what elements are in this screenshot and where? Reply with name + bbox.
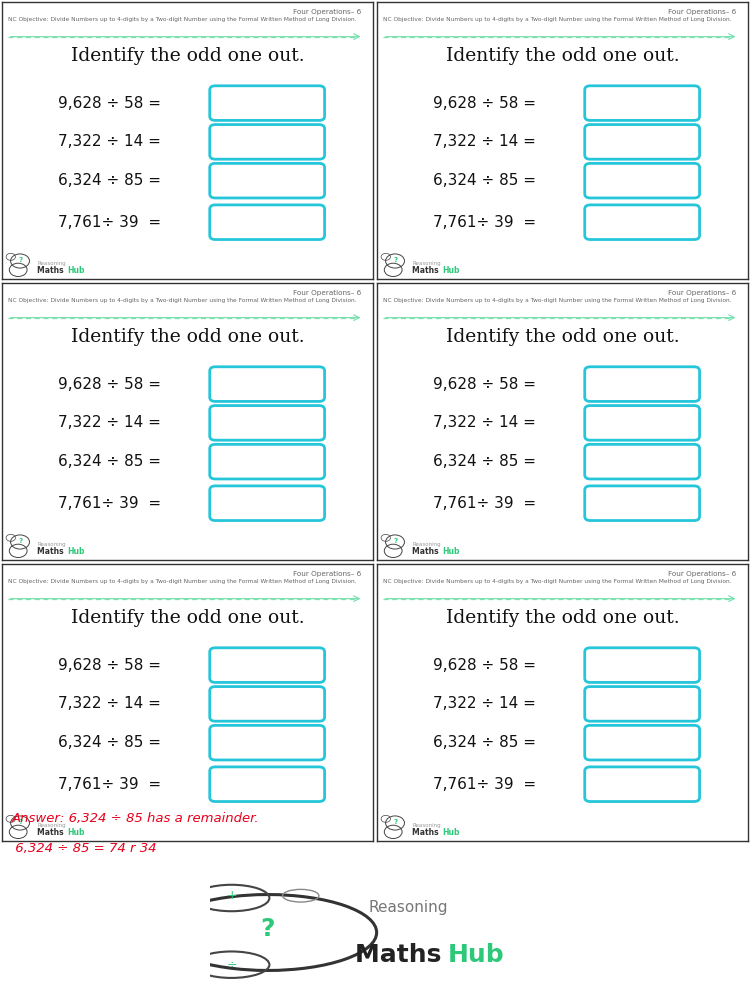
- Text: 9,628 ÷ 58 =: 9,628 ÷ 58 =: [433, 377, 536, 392]
- Text: 9,628 ÷ 58 =: 9,628 ÷ 58 =: [58, 96, 160, 111]
- Text: Identify the odd one out.: Identify the odd one out.: [70, 47, 304, 65]
- Text: ?: ?: [19, 819, 22, 825]
- Text: Maths: Maths: [356, 944, 450, 968]
- Text: 6,324 ÷ 85 =: 6,324 ÷ 85 =: [58, 735, 160, 750]
- Text: Maths: Maths: [38, 828, 67, 837]
- Text: Identify the odd one out.: Identify the odd one out.: [446, 609, 680, 627]
- Text: 7,761÷ 39  =: 7,761÷ 39 =: [58, 215, 161, 230]
- FancyBboxPatch shape: [585, 125, 700, 159]
- Text: ?: ?: [394, 819, 398, 825]
- Text: 6,324 ÷ 85 =: 6,324 ÷ 85 =: [433, 735, 536, 750]
- Text: ?: ?: [19, 538, 22, 544]
- FancyBboxPatch shape: [210, 648, 325, 682]
- Text: 7,761÷ 39  =: 7,761÷ 39 =: [58, 777, 161, 792]
- Text: Hub: Hub: [442, 266, 460, 275]
- Text: Reasoning: Reasoning: [413, 542, 441, 547]
- Text: NC Objective: Divide Numbers up to 4-digits by a Two-digit Number using the Form: NC Objective: Divide Numbers up to 4-dig…: [8, 17, 356, 22]
- Text: NC Objective: Divide Numbers up to 4-digits by a Two-digit Number using the Form: NC Objective: Divide Numbers up to 4-dig…: [382, 579, 731, 584]
- FancyBboxPatch shape: [585, 486, 700, 521]
- Text: Hub: Hub: [448, 944, 504, 968]
- Text: ?: ?: [19, 257, 22, 263]
- Text: ?: ?: [394, 538, 398, 544]
- Text: 7,761÷ 39  =: 7,761÷ 39 =: [433, 496, 536, 511]
- FancyBboxPatch shape: [585, 648, 700, 682]
- Text: 6,324 ÷ 85 =: 6,324 ÷ 85 =: [58, 173, 160, 188]
- Text: Four Operations– 6: Four Operations– 6: [668, 290, 736, 296]
- Text: Hub: Hub: [67, 828, 85, 837]
- FancyBboxPatch shape: [585, 163, 700, 198]
- FancyBboxPatch shape: [210, 444, 325, 479]
- Text: 7,322 ÷ 14 =: 7,322 ÷ 14 =: [58, 696, 160, 711]
- Text: Four Operations– 6: Four Operations– 6: [668, 571, 736, 577]
- Text: 7,322 ÷ 14 =: 7,322 ÷ 14 =: [58, 134, 160, 149]
- Text: +: +: [226, 889, 237, 902]
- Text: NC Objective: Divide Numbers up to 4-digits by a Two-digit Number using the Form: NC Objective: Divide Numbers up to 4-dig…: [382, 298, 731, 303]
- Text: 6,324 ÷ 85 =: 6,324 ÷ 85 =: [433, 454, 536, 469]
- Text: 6,324 ÷ 85 =: 6,324 ÷ 85 =: [433, 173, 536, 188]
- FancyBboxPatch shape: [585, 406, 700, 440]
- Text: Reasoning: Reasoning: [413, 823, 441, 828]
- FancyBboxPatch shape: [585, 444, 700, 479]
- FancyBboxPatch shape: [585, 86, 700, 120]
- Text: Reasoning: Reasoning: [368, 900, 448, 915]
- Text: NC Objective: Divide Numbers up to 4-digits by a Two-digit Number using the Form: NC Objective: Divide Numbers up to 4-dig…: [8, 579, 356, 584]
- Text: Hub: Hub: [442, 828, 460, 837]
- Text: 9,628 ÷ 58 =: 9,628 ÷ 58 =: [58, 377, 160, 392]
- Text: Identify the odd one out.: Identify the odd one out.: [70, 609, 304, 627]
- Text: 9,628 ÷ 58 =: 9,628 ÷ 58 =: [433, 658, 536, 673]
- FancyBboxPatch shape: [210, 125, 325, 159]
- FancyBboxPatch shape: [210, 367, 325, 401]
- Text: 7,761÷ 39  =: 7,761÷ 39 =: [433, 777, 536, 792]
- FancyBboxPatch shape: [210, 687, 325, 721]
- Text: Answer: 6,324 ÷ 85 has a remainder.: Answer: 6,324 ÷ 85 has a remainder.: [11, 812, 259, 825]
- Text: ÷: ÷: [226, 958, 237, 971]
- Text: Maths: Maths: [38, 547, 67, 556]
- Text: 6,324 ÷ 85 = 74 r 34: 6,324 ÷ 85 = 74 r 34: [11, 842, 157, 855]
- Text: ?: ?: [260, 917, 275, 941]
- FancyBboxPatch shape: [210, 725, 325, 760]
- Text: NC Objective: Divide Numbers up to 4-digits by a Two-digit Number using the Form: NC Objective: Divide Numbers up to 4-dig…: [382, 17, 731, 22]
- Text: NC Objective: Divide Numbers up to 4-digits by a Two-digit Number using the Form: NC Objective: Divide Numbers up to 4-dig…: [8, 298, 356, 303]
- Text: Maths: Maths: [413, 266, 442, 275]
- FancyBboxPatch shape: [585, 367, 700, 401]
- Text: Reasoning: Reasoning: [413, 261, 441, 266]
- Text: 7,322 ÷ 14 =: 7,322 ÷ 14 =: [433, 415, 536, 430]
- Text: 9,628 ÷ 58 =: 9,628 ÷ 58 =: [58, 658, 160, 673]
- Text: Maths: Maths: [38, 266, 67, 275]
- Text: 6,324 ÷ 85 =: 6,324 ÷ 85 =: [58, 454, 160, 469]
- Text: Hub: Hub: [67, 547, 85, 556]
- Text: 7,322 ÷ 14 =: 7,322 ÷ 14 =: [433, 134, 536, 149]
- FancyBboxPatch shape: [585, 725, 700, 760]
- FancyBboxPatch shape: [585, 767, 700, 802]
- Text: 9,628 ÷ 58 =: 9,628 ÷ 58 =: [433, 96, 536, 111]
- FancyBboxPatch shape: [210, 767, 325, 802]
- Text: ?: ?: [394, 257, 398, 263]
- Text: 7,322 ÷ 14 =: 7,322 ÷ 14 =: [433, 696, 536, 711]
- Text: Identify the odd one out.: Identify the odd one out.: [70, 328, 304, 346]
- Text: Four Operations– 6: Four Operations– 6: [293, 9, 362, 15]
- Text: Hub: Hub: [442, 547, 460, 556]
- FancyBboxPatch shape: [210, 163, 325, 198]
- Text: 7,322 ÷ 14 =: 7,322 ÷ 14 =: [58, 415, 160, 430]
- Text: Maths: Maths: [413, 828, 442, 837]
- Text: Hub: Hub: [67, 266, 85, 275]
- FancyBboxPatch shape: [210, 86, 325, 120]
- Text: Four Operations– 6: Four Operations– 6: [293, 290, 362, 296]
- Text: Reasoning: Reasoning: [38, 823, 66, 828]
- Text: Reasoning: Reasoning: [38, 542, 66, 547]
- FancyBboxPatch shape: [210, 205, 325, 240]
- Text: 7,761÷ 39  =: 7,761÷ 39 =: [58, 496, 161, 511]
- Text: Four Operations– 6: Four Operations– 6: [293, 571, 362, 577]
- Text: Four Operations– 6: Four Operations– 6: [668, 9, 736, 15]
- FancyBboxPatch shape: [210, 486, 325, 521]
- Text: Identify the odd one out.: Identify the odd one out.: [446, 47, 680, 65]
- FancyBboxPatch shape: [585, 205, 700, 240]
- Text: Identify the odd one out.: Identify the odd one out.: [446, 328, 680, 346]
- Text: Reasoning: Reasoning: [38, 261, 66, 266]
- FancyBboxPatch shape: [585, 687, 700, 721]
- FancyBboxPatch shape: [210, 406, 325, 440]
- Text: Maths: Maths: [413, 547, 442, 556]
- Text: 7,761÷ 39  =: 7,761÷ 39 =: [433, 215, 536, 230]
